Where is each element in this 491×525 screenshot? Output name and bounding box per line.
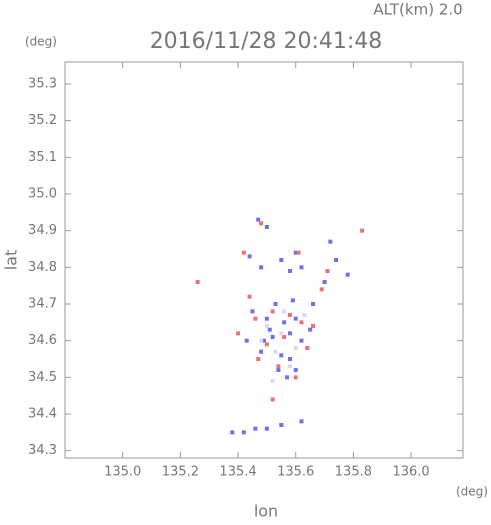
radar-pixel [285,375,290,380]
radar-pixel [253,316,258,321]
radar-pixel [308,327,313,332]
radar-pixel [322,280,327,284]
radar-pixel [279,423,284,427]
y-axis-label: lat [2,250,21,271]
radar-pixel [270,379,275,383]
plot-frame [64,61,464,459]
radar-pixel [287,357,292,361]
radar-pixel [270,309,275,314]
radar-pixel [256,357,261,361]
radar-pixel [305,346,310,350]
radar-pixel [253,426,258,431]
radar-pixel [299,320,304,325]
radar-pixel [276,368,281,372]
radar-pixel [302,313,307,317]
radar-pixel [236,331,241,336]
radar-pixel [256,217,261,222]
subtitle: ALT(km) 2.0 [373,1,462,19]
radar-pixel [262,338,266,343]
radar-pixel [270,397,275,402]
x-tick-label: 136.0 [392,465,429,480]
y-tick-label: 35.2 [28,113,57,128]
radar-pixel [259,265,264,270]
y-unit: (deg) [25,35,57,49]
radar-pixel [282,309,287,314]
radar-pixel [259,349,264,354]
x-tick-label: 135.4 [219,465,256,480]
radar-pixel [282,335,287,339]
y-tick-label: 35.1 [28,150,57,165]
radar-pixel [247,294,252,299]
y-tick-label: 34.7 [28,297,57,312]
radar-pixel [287,331,292,336]
radar-pixel [345,272,350,277]
radar-pixel [293,316,298,321]
x-tick-label: 135.0 [104,465,141,480]
radar-pixel [334,258,339,262]
radar-pixel [241,430,246,435]
radar-pixel [299,265,304,270]
radar-pixel [311,302,316,306]
radar-pixel [273,302,278,306]
x-axis-label: lon [254,502,278,521]
radar-pixel [264,324,269,328]
radar-pixel [264,316,269,321]
radar-pixel [293,250,298,255]
radar-pixel [287,269,292,273]
x-unit: (deg) [456,485,488,499]
radar-pixel [259,221,264,226]
radar-pixel [264,342,269,347]
y-tick-label: 34.3 [28,443,57,458]
radar-pixel [267,327,272,332]
y-tick-label: 35.0 [28,187,57,202]
radar-pixel [287,313,292,317]
radar-pixel [296,250,301,255]
radar-pixel [264,426,269,431]
x-tick-label: 135.8 [335,465,372,480]
radar-pixel [299,338,304,343]
radar-pixel [264,225,269,229]
radar-pixel [282,320,287,325]
x-tick-label: 135.6 [277,465,314,480]
radar-pixel [287,364,292,369]
radar-pixel [276,364,281,369]
radar-pixel [247,254,252,259]
radar-pixel [279,258,284,262]
radar-pixel [325,269,330,273]
radar-pixel [290,298,295,303]
radar-pixel [259,338,264,343]
radar-pixel [328,239,333,244]
radar-pixel [250,309,255,314]
x-tick-label: 135.2 [162,465,199,480]
y-tick-label: 34.4 [28,407,57,422]
chart-title: 2016/11/28 20:41:48 [150,29,383,54]
radar-pixel [293,375,298,380]
y-tick-label: 34.8 [28,260,57,275]
radar-pixel [293,368,298,372]
y-tick-label: 35.3 [28,77,57,92]
radar-pixel [311,324,316,328]
radar-pixel [319,287,324,292]
radar-pixel [244,338,249,343]
y-tick-label: 34.5 [28,370,57,385]
radar-pixel [241,250,246,255]
radar-pixel [273,349,278,354]
radar-pixel [230,430,235,435]
y-tick-label: 34.9 [28,223,57,238]
radar-pixel [360,228,365,233]
radar-pixel [279,353,284,358]
radar-pixel [293,346,298,350]
radar-pixel [279,331,284,336]
y-tick-label: 34.6 [28,333,57,348]
radar-pixel [270,335,275,339]
radar-pixel [299,419,304,424]
radar-pixel [195,280,200,284]
